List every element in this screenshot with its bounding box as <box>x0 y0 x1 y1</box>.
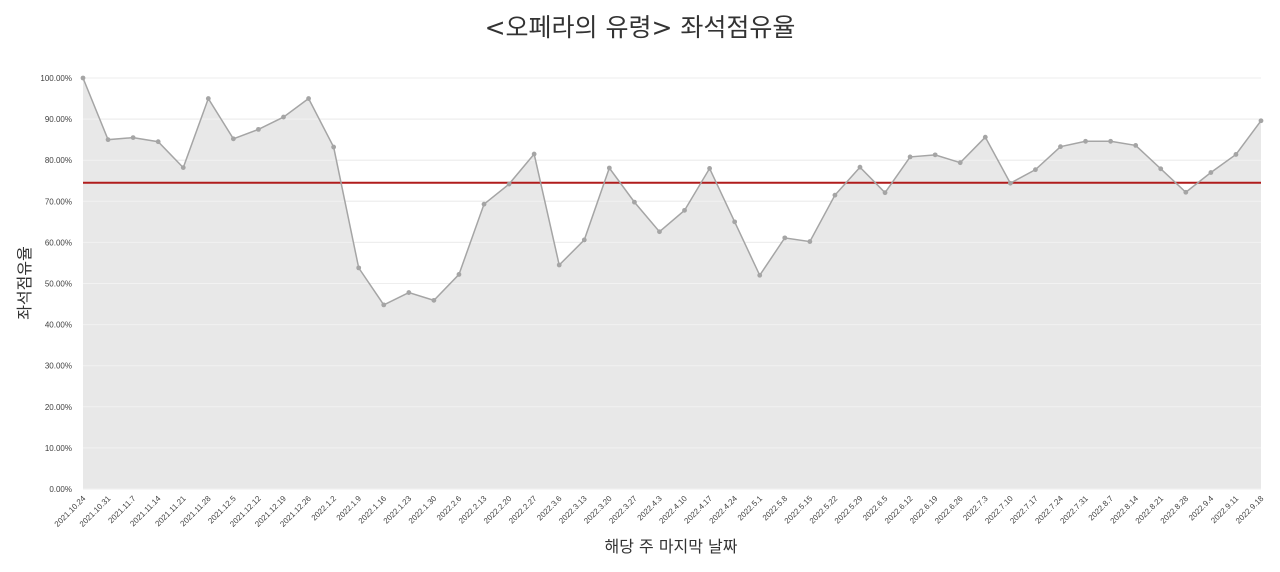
x-tick-label: 2022.2.27 <box>507 494 539 526</box>
chart-title: <오페라의 유령> 좌석점유율 <box>484 13 796 42</box>
y-tick-label: 40.00% <box>45 321 72 330</box>
data-point <box>732 219 738 225</box>
x-tick-label: 2022.6.26 <box>933 494 965 526</box>
data-point <box>682 207 687 213</box>
data-point <box>406 290 412 295</box>
x-tick-label: 2022.1.30 <box>407 494 439 526</box>
data-point <box>180 165 186 170</box>
data-point <box>982 134 988 140</box>
x-tick-label: 2022.4.24 <box>708 494 740 526</box>
x-tick-label: 2022.9.18 <box>1234 494 1266 526</box>
y-tick-label: 30.00% <box>45 362 72 371</box>
data-point <box>932 152 938 158</box>
data-point <box>481 201 487 207</box>
data-point <box>105 137 111 143</box>
data-point <box>1058 144 1063 150</box>
data-point <box>657 229 662 235</box>
data-point <box>1258 118 1264 124</box>
data-point <box>281 114 286 120</box>
data-point <box>807 239 813 244</box>
x-tick-label: 2022.1.2 <box>310 494 339 523</box>
data-point <box>506 181 512 187</box>
data-point <box>632 199 637 205</box>
data-point <box>80 75 86 81</box>
x-tick-label: 2022.5.29 <box>833 494 865 526</box>
x-tick-label: 2022.3.27 <box>607 494 639 526</box>
data-point <box>1007 180 1013 186</box>
data-point <box>531 151 537 157</box>
y-tick-label: 0.00% <box>49 485 72 494</box>
x-tick-label: 2022.8.28 <box>1159 494 1191 526</box>
series-line <box>82 77 1262 306</box>
data-point <box>707 166 712 171</box>
data-point <box>1208 170 1214 175</box>
y-tick-labels: 0.00% 10.00% 20.00% 30.00% 40.00% 50.00% 60.00… <box>40 74 72 494</box>
y-tick-label: 100.00% <box>40 74 72 83</box>
y-tick-label: 60.00% <box>45 238 72 247</box>
data-point <box>130 135 136 140</box>
y-tick-label: 10.00% <box>45 444 72 453</box>
data-point <box>230 136 236 142</box>
y-tick-label: 90.00% <box>45 115 72 124</box>
data-point <box>1183 189 1189 195</box>
data-point <box>1233 152 1239 157</box>
data-point <box>155 139 161 145</box>
data-point <box>1083 138 1088 144</box>
data-point <box>456 272 462 277</box>
data-point <box>882 190 888 196</box>
x-tick-labels: 2021.10.242021.10.312021.11.72021.11.142… <box>53 494 1266 529</box>
data-point <box>1133 143 1139 148</box>
y-tick-label: 80.00% <box>45 156 72 165</box>
series-line-layer <box>82 77 1262 306</box>
data-point <box>1108 138 1114 144</box>
x-axis-label: 해당 주 마지막 날짜 <box>604 537 737 556</box>
data-point <box>957 160 963 166</box>
data-point <box>1158 166 1164 172</box>
data-point <box>782 235 788 241</box>
x-tick-label: 2022.5.1 <box>736 494 765 523</box>
data-point <box>757 272 763 278</box>
data-point <box>581 237 587 243</box>
data-point <box>857 164 863 170</box>
data-point <box>907 154 913 160</box>
data-point <box>381 302 387 308</box>
y-axis-label: 좌석점유율 <box>15 246 34 320</box>
y-tick-label: 50.00% <box>45 280 72 289</box>
data-point-layer <box>80 75 1264 308</box>
data-point <box>431 297 437 303</box>
data-point <box>832 192 838 198</box>
x-tick-label: 2022.7.31 <box>1058 494 1090 526</box>
data-point <box>306 96 311 101</box>
data-point <box>205 96 211 101</box>
data-point <box>1033 167 1038 173</box>
data-point <box>556 262 562 268</box>
data-point <box>606 165 612 171</box>
y-tick-label: 70.00% <box>45 197 72 206</box>
data-point <box>331 144 337 150</box>
data-point <box>256 126 261 132</box>
y-tick-label: 20.00% <box>45 403 72 412</box>
data-point <box>356 265 362 271</box>
